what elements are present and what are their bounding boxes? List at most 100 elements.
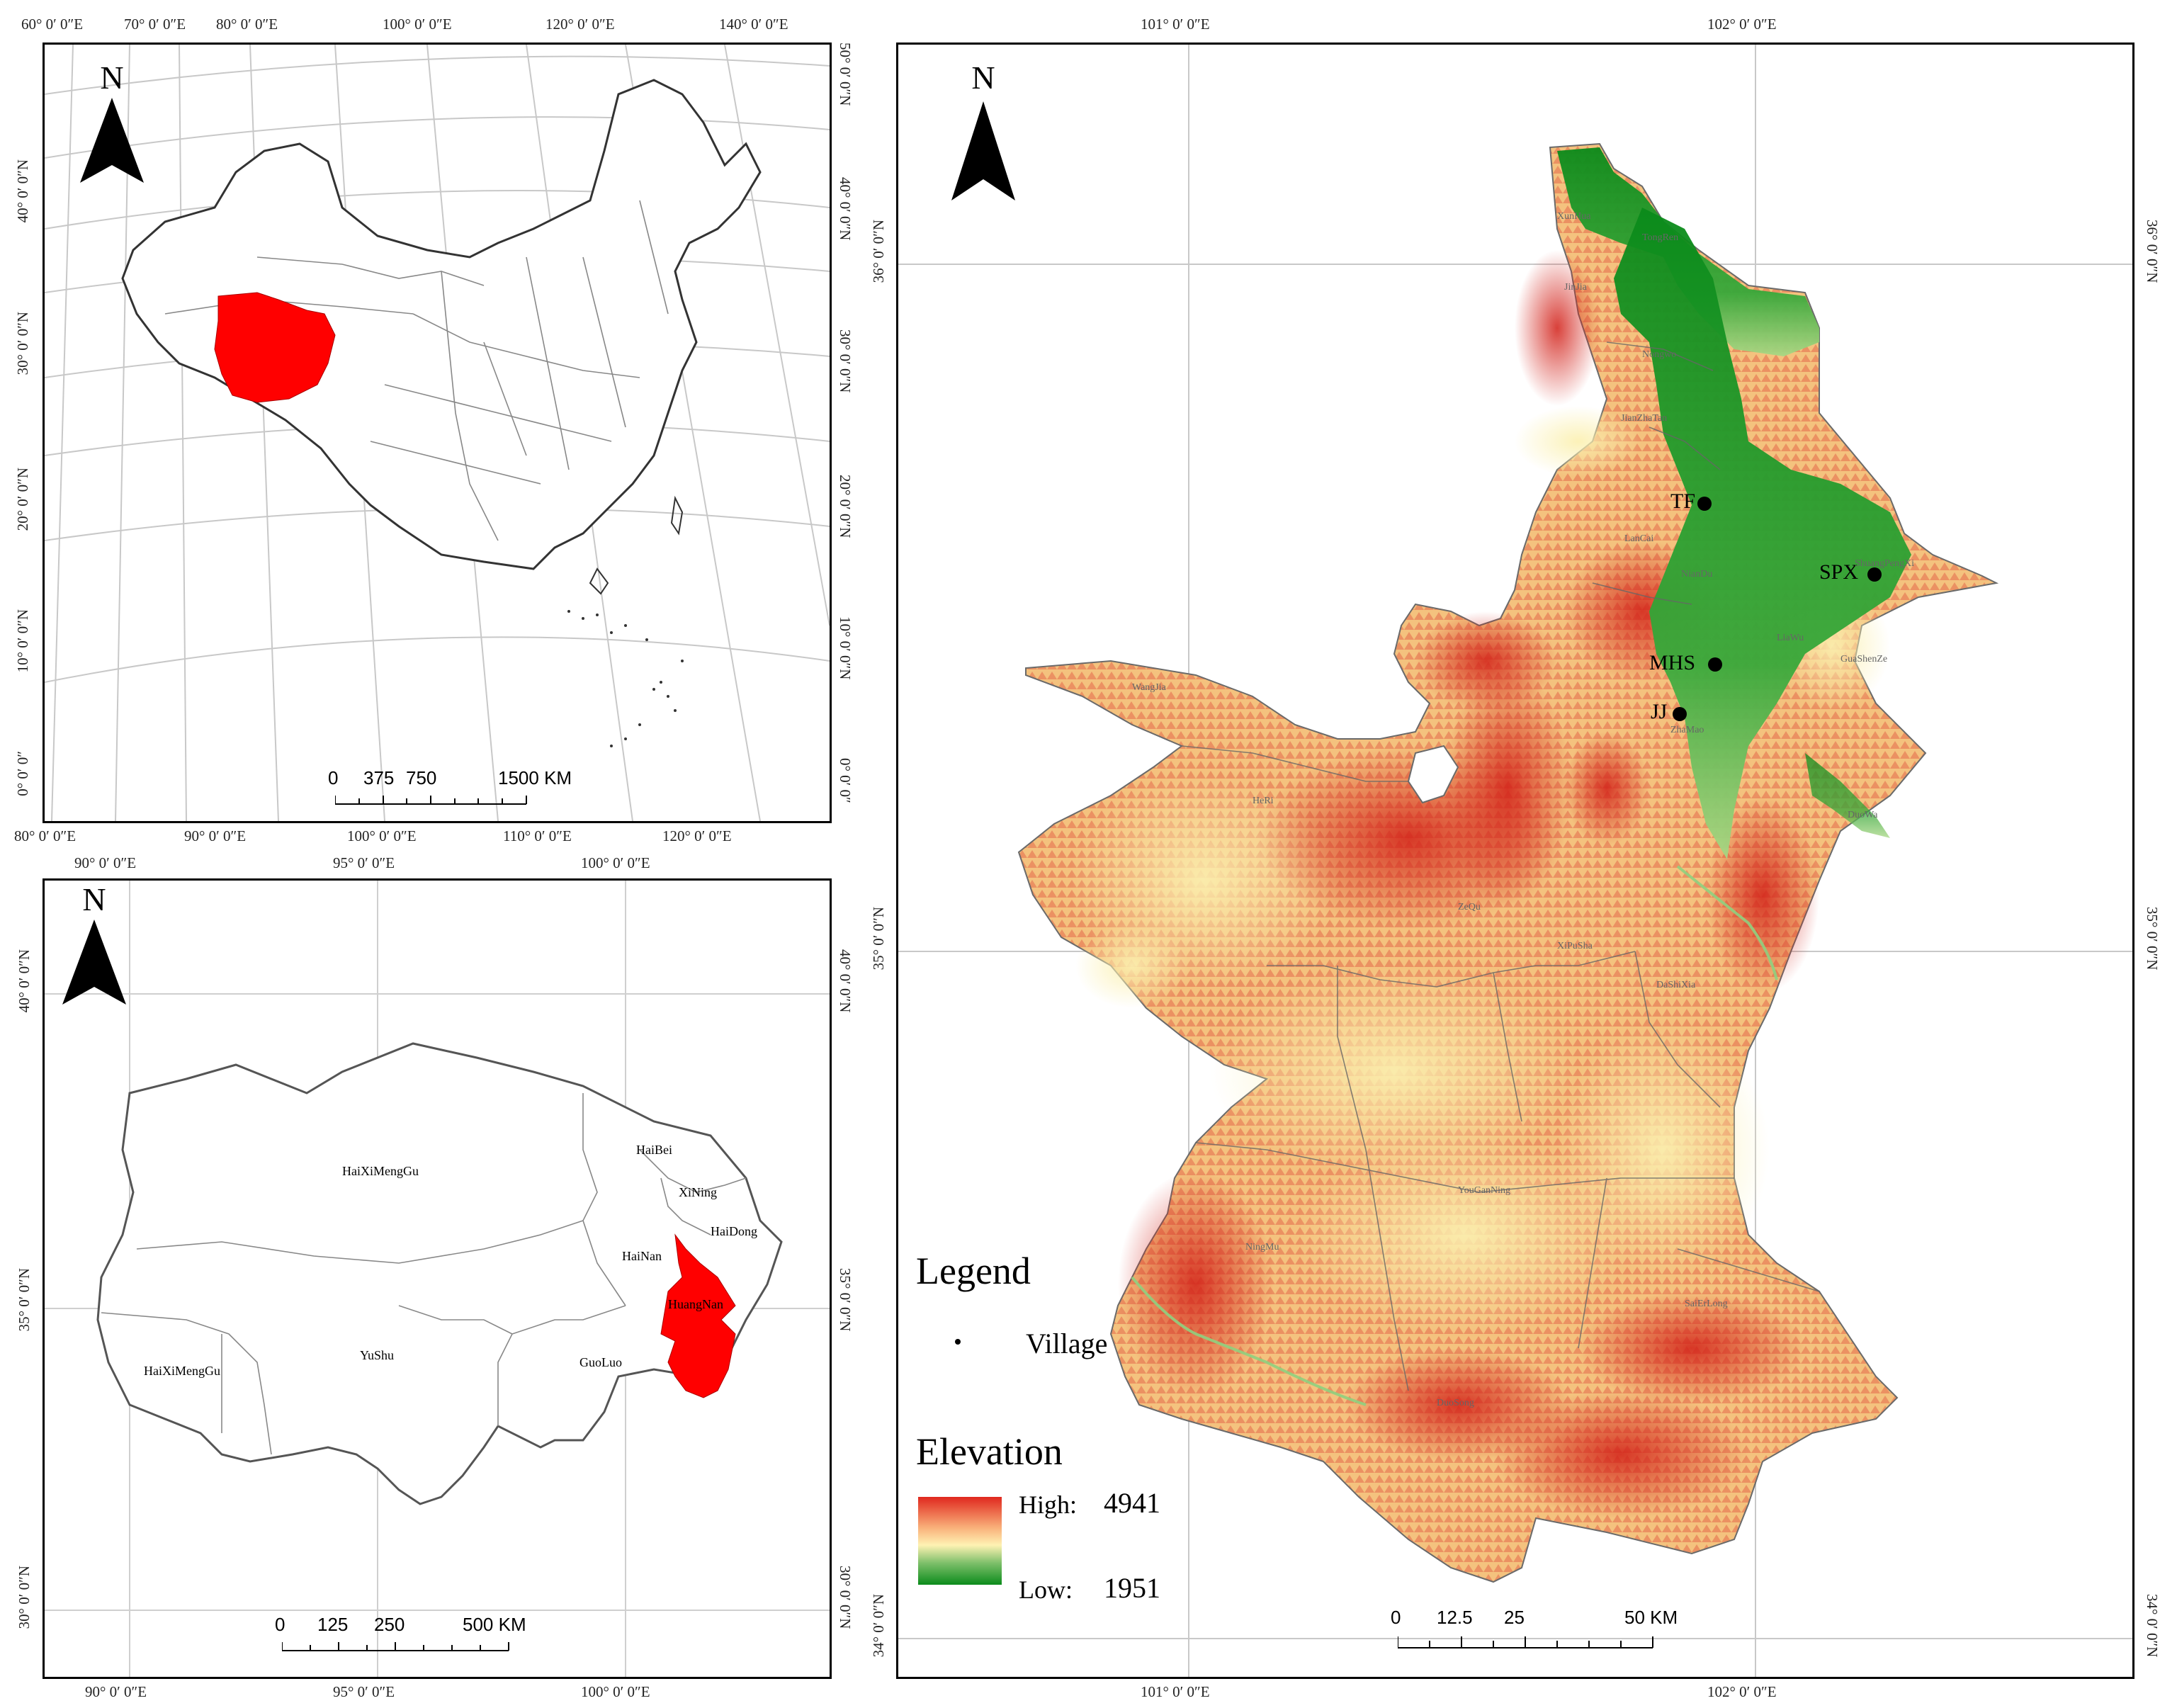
terrain-shade bbox=[1444, 668, 1571, 909]
legend-high-label: High: bbox=[1019, 1491, 1078, 1519]
north-arrow-main: N bbox=[944, 59, 1022, 200]
place-name: LiaWu bbox=[1777, 633, 1804, 643]
scale-tick-0: 0 bbox=[1391, 1607, 1401, 1628]
china-map-svg bbox=[45, 45, 830, 821]
legend-village-label: Village bbox=[1026, 1328, 1108, 1359]
village-marker-mhs bbox=[1708, 657, 1722, 672]
scale-tick-2: 750 bbox=[406, 767, 437, 788]
coord-label: 120° 0′ 0″E bbox=[662, 827, 732, 844]
legend-low-label: Low: bbox=[1019, 1576, 1073, 1604]
taiwan-outline bbox=[670, 495, 684, 536]
place-name: XunHua bbox=[1557, 211, 1591, 222]
hainan-outline bbox=[589, 567, 609, 595]
coord-label: 30° 0′ 0″N bbox=[16, 1566, 33, 1629]
region-label: HaiNan bbox=[622, 1249, 662, 1263]
coord-label: 36° 0′ 0″N bbox=[870, 220, 887, 283]
coord-label: 35° 0′ 0″N bbox=[870, 907, 887, 971]
place-name: ShuangPengXi bbox=[1855, 558, 1914, 569]
place-name: XiPuSha bbox=[1557, 941, 1593, 951]
coord-label: 102° 0′ 0″E bbox=[1707, 16, 1777, 33]
terrain-shade bbox=[1415, 611, 1557, 711]
scale-bar-line bbox=[282, 1642, 509, 1651]
region-label: GuoLuo bbox=[579, 1355, 622, 1369]
village-marker-spx bbox=[1867, 567, 1882, 582]
village-legend-dot bbox=[955, 1339, 961, 1345]
region-label: HaiBei bbox=[636, 1143, 672, 1157]
coord-label: 35° 0′ 0″N bbox=[2144, 907, 2161, 971]
terrain-shade bbox=[1706, 796, 1819, 994]
china-outline bbox=[121, 79, 762, 570]
china-overview-map: N 0 375 750 1500 KM bbox=[43, 43, 832, 823]
coord-label: 95° 0′ 0″E bbox=[333, 1683, 395, 1700]
scale-tick-0: 0 bbox=[275, 1614, 285, 1635]
coord-label: 80° 0′ 0″E bbox=[14, 827, 77, 844]
elevation-color-ramp bbox=[918, 1497, 1002, 1585]
region-label: HaiXiMengGu bbox=[342, 1164, 419, 1178]
village-label-spx: SPX bbox=[1819, 560, 1859, 584]
coord-label: 40° 0′ 0″N bbox=[14, 159, 31, 223]
place-name: ZhaMao bbox=[1670, 725, 1704, 735]
coord-label: 34° 0′ 0″N bbox=[2144, 1594, 2161, 1658]
north-arrow-china: N bbox=[73, 59, 151, 183]
place-name: GuaShenZe bbox=[1840, 654, 1888, 664]
legend-elevation-title: Elevation bbox=[916, 1430, 1063, 1473]
qinghai-highlight bbox=[214, 292, 336, 403]
coord-label: 35° 0′ 0″N bbox=[16, 1268, 33, 1332]
coord-label: 36° 0′ 0″N bbox=[2144, 220, 2161, 283]
terrain-shade bbox=[1075, 923, 1189, 1008]
terrain-shade bbox=[1345, 1348, 1571, 1461]
coord-label: 100° 0′ 0″E bbox=[581, 1683, 650, 1700]
qinghai-outline bbox=[96, 1042, 783, 1505]
north-label: N bbox=[100, 60, 124, 96]
terrain-shade bbox=[1564, 732, 1649, 845]
north-label: N bbox=[971, 60, 995, 96]
coord-label: 20° 0′ 0″N bbox=[837, 475, 854, 538]
region-label: HaiDong bbox=[711, 1224, 757, 1238]
coord-label: 40° 0′ 0″N bbox=[837, 949, 854, 1013]
place-name: DuoSong bbox=[1437, 1398, 1474, 1408]
place-name: DuoWa bbox=[1848, 810, 1878, 820]
legend-high-value: 4941 bbox=[1104, 1487, 1160, 1519]
terrain-shade bbox=[1515, 406, 1642, 477]
north-label: N bbox=[82, 881, 106, 917]
coord-label: 35° 0′ 0″N bbox=[837, 1268, 854, 1332]
north-arrow-icon bbox=[80, 98, 144, 183]
coord-label: 50° 0′ 0″N bbox=[837, 43, 854, 106]
coord-label: 60° 0′ 0″E bbox=[21, 16, 84, 33]
legend-title: Legend bbox=[916, 1250, 1031, 1292]
place-name: LanCai bbox=[1624, 533, 1654, 544]
coord-label: 101° 0′ 0″E bbox=[1141, 16, 1210, 33]
coord-label: 102° 0′ 0″E bbox=[1707, 1683, 1777, 1700]
terrain-shade bbox=[1210, 966, 1578, 1178]
coord-label: 100° 0′ 0″E bbox=[581, 854, 650, 871]
scale-bar-china: 0 375 750 1500 KM bbox=[328, 767, 572, 810]
scale-tick-1: 375 bbox=[363, 767, 395, 788]
river-valley-green bbox=[1805, 753, 1890, 838]
coord-label: 90° 0′ 0″E bbox=[85, 1683, 147, 1700]
coord-label: 120° 0′ 0″E bbox=[545, 16, 615, 33]
coord-label: 34° 0′ 0″N bbox=[870, 1594, 887, 1658]
place-name: WangJia bbox=[1132, 682, 1166, 693]
north-arrow-icon bbox=[951, 101, 1015, 200]
legend-low-value: 1951 bbox=[1104, 1572, 1160, 1604]
village-label-jj: JJ bbox=[1651, 700, 1668, 723]
village-marker-tf bbox=[1697, 497, 1712, 511]
place-name: JinJia bbox=[1564, 282, 1587, 293]
terrain-shade bbox=[1118, 1171, 1274, 1398]
coord-label: 95° 0′ 0″E bbox=[333, 854, 395, 871]
scale-tick-1: 125 bbox=[317, 1614, 349, 1635]
coord-label: 70° 0′ 0″E bbox=[124, 16, 186, 33]
south-sea-islands bbox=[567, 610, 684, 747]
scale-tick-0: 0 bbox=[328, 767, 339, 788]
north-arrow-icon bbox=[62, 920, 126, 1005]
study-area-elevation-map: TF SPX MHS JJ XunHua TongRen JianZhaTan … bbox=[896, 43, 2134, 1679]
scale-tick-2: 250 bbox=[374, 1614, 405, 1635]
coord-label: 30° 0′ 0″N bbox=[837, 329, 854, 393]
coord-label: 30° 0′ 0″N bbox=[14, 312, 31, 375]
coord-label: 90° 0′ 0″E bbox=[74, 854, 137, 871]
coord-label: 10° 0′ 0″N bbox=[837, 616, 854, 680]
region-label: HuangNan bbox=[668, 1297, 723, 1311]
place-name: NianDu bbox=[1681, 569, 1713, 579]
coord-label: 110° 0′ 0″E bbox=[503, 827, 572, 844]
village-label-mhs: MHS bbox=[1649, 651, 1696, 674]
